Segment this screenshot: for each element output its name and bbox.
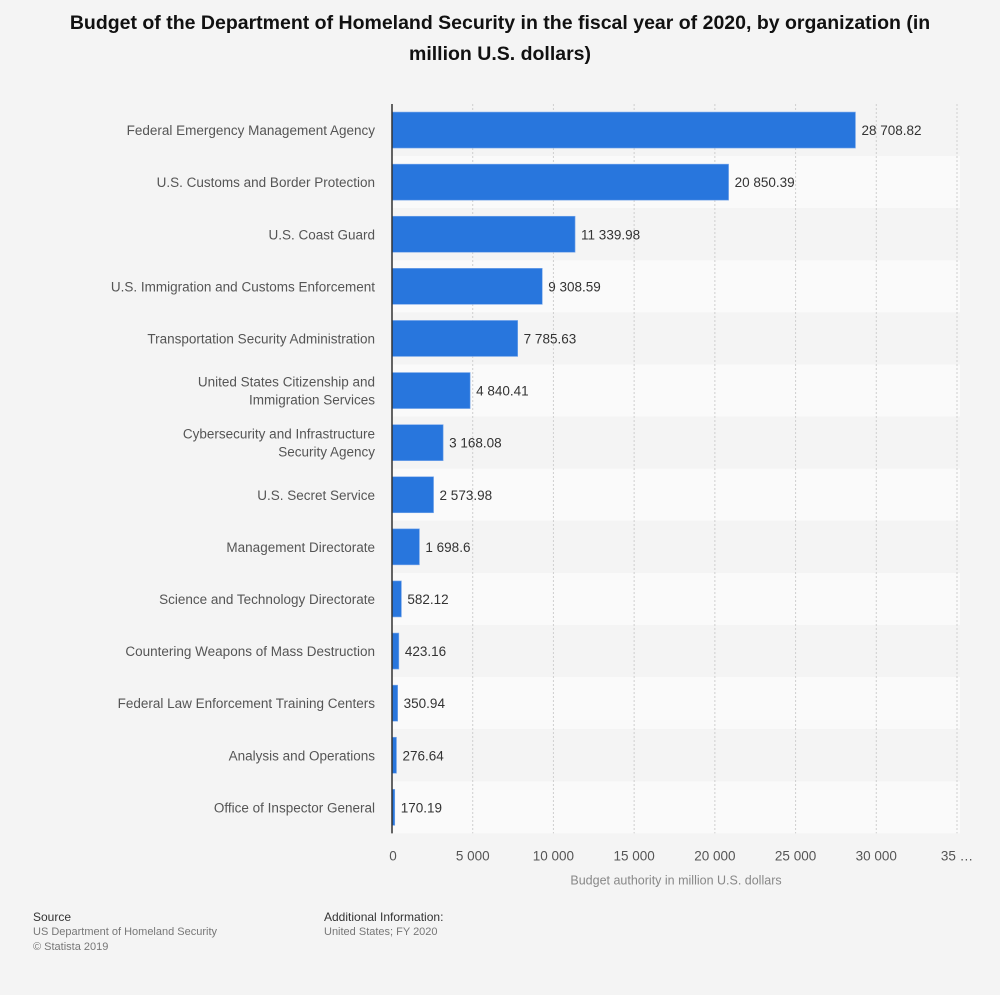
bar-chart: 0 5 000 10 000 15 000 20 000 25 000 30 000 35 …… xyxy=(111,104,973,887)
x-axis-label: Budget authority in million U.S. dollars xyxy=(570,873,781,887)
category-label: United States Citizenship and xyxy=(198,375,375,390)
row-band xyxy=(392,677,960,730)
row-band xyxy=(392,729,960,782)
row-band xyxy=(392,364,960,417)
data-label: 350.94 xyxy=(404,696,446,711)
bar xyxy=(391,268,543,305)
row-band xyxy=(392,572,960,625)
source-label: Source xyxy=(33,910,72,924)
bar xyxy=(391,632,400,670)
category-label: U.S. Immigration and Customs Enforcement xyxy=(111,279,375,294)
row-band xyxy=(392,625,960,678)
data-label: 582.12 xyxy=(407,592,448,607)
source-text: US Department of Homeland Security xyxy=(33,926,218,938)
row-band xyxy=(392,520,960,573)
category-label: Science and Technology Directorate xyxy=(159,592,375,607)
bar xyxy=(391,476,434,514)
data-label: 7 785.63 xyxy=(524,331,577,346)
data-label: 423.16 xyxy=(405,644,446,659)
copyright: © Statista 2019 xyxy=(33,941,109,953)
bar xyxy=(391,111,856,149)
data-label: 276.64 xyxy=(402,748,444,763)
category-label: U.S. Secret Service xyxy=(257,488,375,503)
x-tick-label: 15 000 xyxy=(613,848,654,863)
x-tick-label: 25 000 xyxy=(775,848,816,863)
info-text: United States; FY 2020 xyxy=(324,926,438,938)
bar xyxy=(391,320,518,357)
category-label: Cybersecurity and Infrastructure xyxy=(183,427,375,442)
category-label: Federal Law Enforcement Training Centers xyxy=(118,696,376,711)
bar xyxy=(391,424,444,461)
category-label: U.S. Customs and Border Protection xyxy=(157,175,375,190)
category-label: Federal Emergency Management Agency xyxy=(127,123,376,138)
bar xyxy=(391,684,398,722)
data-label: 9 308.59 xyxy=(548,279,601,294)
x-tick-label: 5 000 xyxy=(456,848,490,863)
row-band xyxy=(392,781,960,834)
bar xyxy=(391,580,402,618)
category-label: Management Directorate xyxy=(226,540,375,555)
data-label: 11 339.98 xyxy=(581,227,640,242)
category-label: Security Agency xyxy=(278,445,375,460)
category-label: Analysis and Operations xyxy=(229,748,376,763)
bar xyxy=(391,528,420,566)
data-label: 3 168.08 xyxy=(449,436,502,451)
x-tick-label: 30 000 xyxy=(856,848,897,863)
source-block: Source US Department of Homeland Securit… xyxy=(33,910,217,955)
data-label: 28 708.82 xyxy=(861,123,921,138)
bar xyxy=(391,163,729,201)
x-tick-label: 0 xyxy=(389,848,397,863)
bar xyxy=(391,215,576,253)
data-label: 1 698.6 xyxy=(425,540,470,555)
row-band xyxy=(392,468,960,521)
bar xyxy=(391,372,471,409)
chart-title: Budget of the Department of Homeland Sec… xyxy=(69,12,931,65)
category-label: Transportation Security Administration xyxy=(147,331,375,346)
data-label: 4 840.41 xyxy=(476,384,529,399)
data-label: 20 850.39 xyxy=(735,175,795,190)
category-label: Immigration Services xyxy=(249,393,375,408)
x-tick-label: 35 … xyxy=(941,848,973,863)
category-label: U.S. Coast Guard xyxy=(268,227,375,242)
data-label: 170.19 xyxy=(401,800,442,815)
row-band xyxy=(392,416,960,469)
x-tick-label: 10 000 xyxy=(533,848,574,863)
data-label: 2 573.98 xyxy=(440,488,493,503)
info-label: Additional Information: xyxy=(324,910,444,924)
info-block: Additional Information: United States; F… xyxy=(324,910,443,940)
x-tick-label: 20 000 xyxy=(694,848,735,863)
category-label: Office of Inspector General xyxy=(214,800,375,815)
category-label: Countering Weapons of Mass Destruction xyxy=(125,644,375,659)
